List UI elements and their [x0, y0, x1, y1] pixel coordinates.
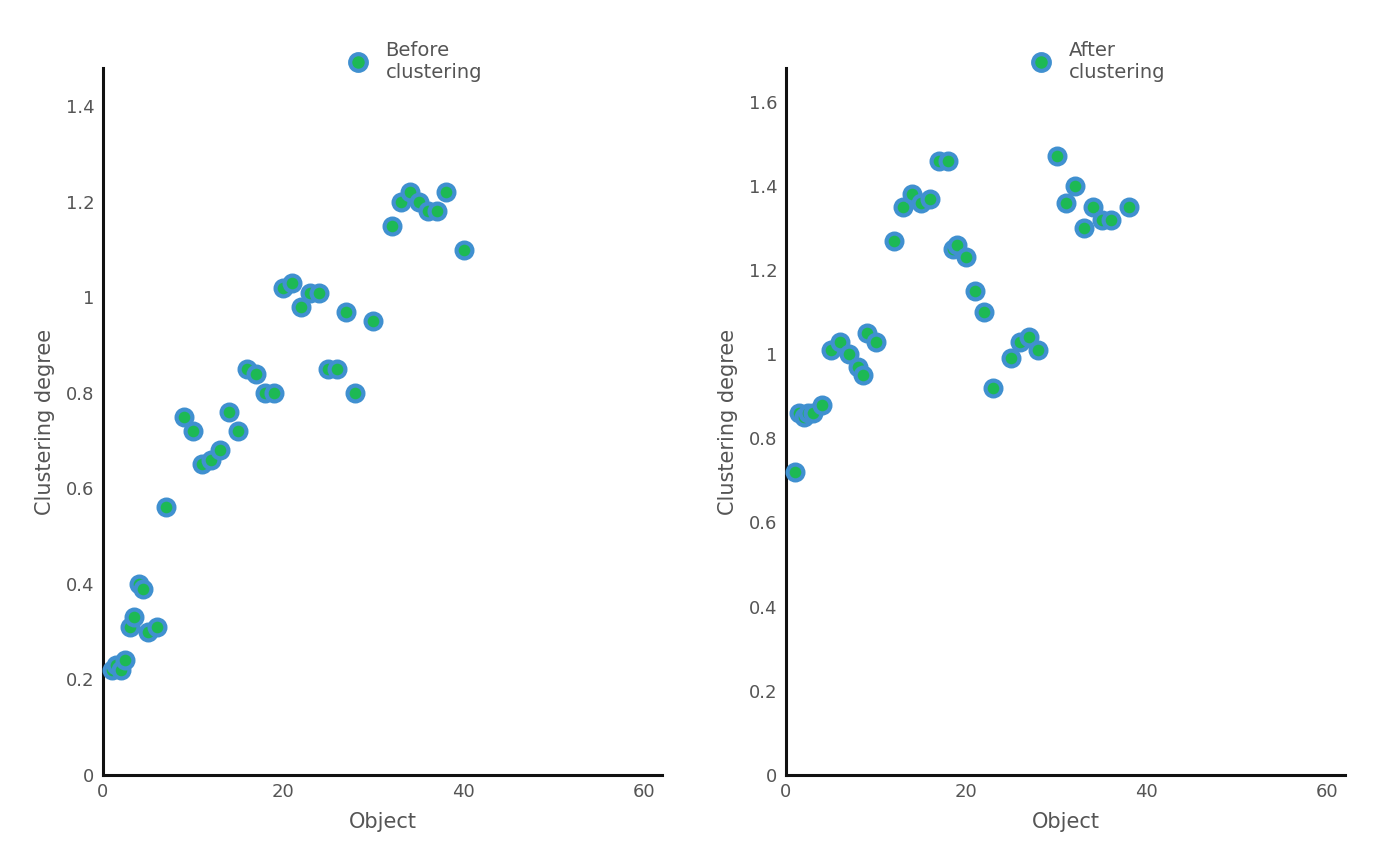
- Point: [1118, 200, 1140, 214]
- Point: [1054, 196, 1076, 210]
- Point: [1000, 351, 1023, 365]
- Point: [105, 658, 127, 672]
- Point: [937, 153, 959, 167]
- Point: [798, 406, 820, 420]
- Point: [218, 405, 240, 419]
- Point: [1072, 221, 1094, 235]
- Point: [228, 424, 250, 438]
- Legend: After
clustering: After clustering: [1014, 33, 1173, 89]
- Point: [389, 195, 411, 209]
- Point: [335, 304, 357, 318]
- Point: [1028, 343, 1050, 357]
- Point: [417, 205, 439, 218]
- Point: [941, 242, 963, 256]
- Point: [272, 281, 294, 295]
- Point: [308, 285, 330, 299]
- Point: [1009, 335, 1031, 349]
- Point: [381, 218, 403, 232]
- Point: [363, 314, 385, 328]
- Point: [784, 465, 806, 479]
- Y-axis label: Clustering degree: Clustering degree: [718, 329, 738, 514]
- Point: [983, 381, 1005, 394]
- Point: [788, 406, 810, 420]
- Point: [326, 362, 348, 376]
- Point: [155, 500, 177, 514]
- Point: [883, 233, 905, 247]
- Point: [101, 663, 123, 677]
- X-axis label: Object: Object: [349, 812, 417, 832]
- Point: [911, 196, 933, 210]
- Point: [929, 153, 951, 167]
- Point: [1090, 212, 1112, 226]
- Point: [254, 386, 276, 400]
- Point: [793, 410, 816, 424]
- Point: [115, 654, 137, 668]
- Point: [146, 620, 168, 634]
- Point: [110, 663, 132, 677]
- Legend: Before
clustering: Before clustering: [331, 33, 490, 89]
- Point: [1082, 200, 1104, 214]
- Point: [128, 577, 150, 590]
- Point: [965, 284, 987, 298]
- Point: [856, 326, 878, 340]
- Point: [829, 335, 851, 349]
- Point: [851, 368, 874, 382]
- Point: [955, 251, 977, 264]
- Point: [317, 362, 339, 376]
- Point: [838, 347, 860, 361]
- Point: [172, 410, 195, 424]
- Point: [901, 187, 923, 201]
- X-axis label: Object: Object: [1032, 812, 1100, 832]
- Point: [264, 386, 286, 400]
- Point: [119, 620, 141, 634]
- Point: [282, 276, 304, 290]
- Point: [847, 360, 869, 374]
- Point: [246, 367, 268, 381]
- Point: [1100, 212, 1122, 226]
- Point: [190, 458, 213, 472]
- Point: [820, 343, 842, 357]
- Point: [435, 186, 457, 199]
- Point: [425, 205, 447, 218]
- Point: [132, 582, 155, 596]
- Point: [345, 386, 367, 400]
- Point: [407, 195, 429, 209]
- Point: [865, 335, 887, 349]
- Point: [1064, 179, 1086, 192]
- Point: [811, 398, 834, 412]
- Point: [208, 443, 230, 457]
- Point: [200, 453, 222, 466]
- Point: [399, 186, 421, 199]
- Point: [1018, 330, 1041, 344]
- Point: [137, 624, 159, 638]
- Point: [919, 192, 941, 205]
- Point: [236, 362, 258, 376]
- Point: [973, 305, 995, 319]
- Point: [1046, 149, 1068, 163]
- Point: [123, 610, 145, 624]
- Point: [802, 406, 824, 420]
- Point: [182, 424, 204, 438]
- Point: [947, 238, 969, 251]
- Point: [299, 285, 322, 299]
- Point: [290, 300, 312, 314]
- Point: [453, 243, 475, 257]
- Y-axis label: Clustering degree: Clustering degree: [34, 329, 55, 514]
- Point: [891, 200, 914, 214]
